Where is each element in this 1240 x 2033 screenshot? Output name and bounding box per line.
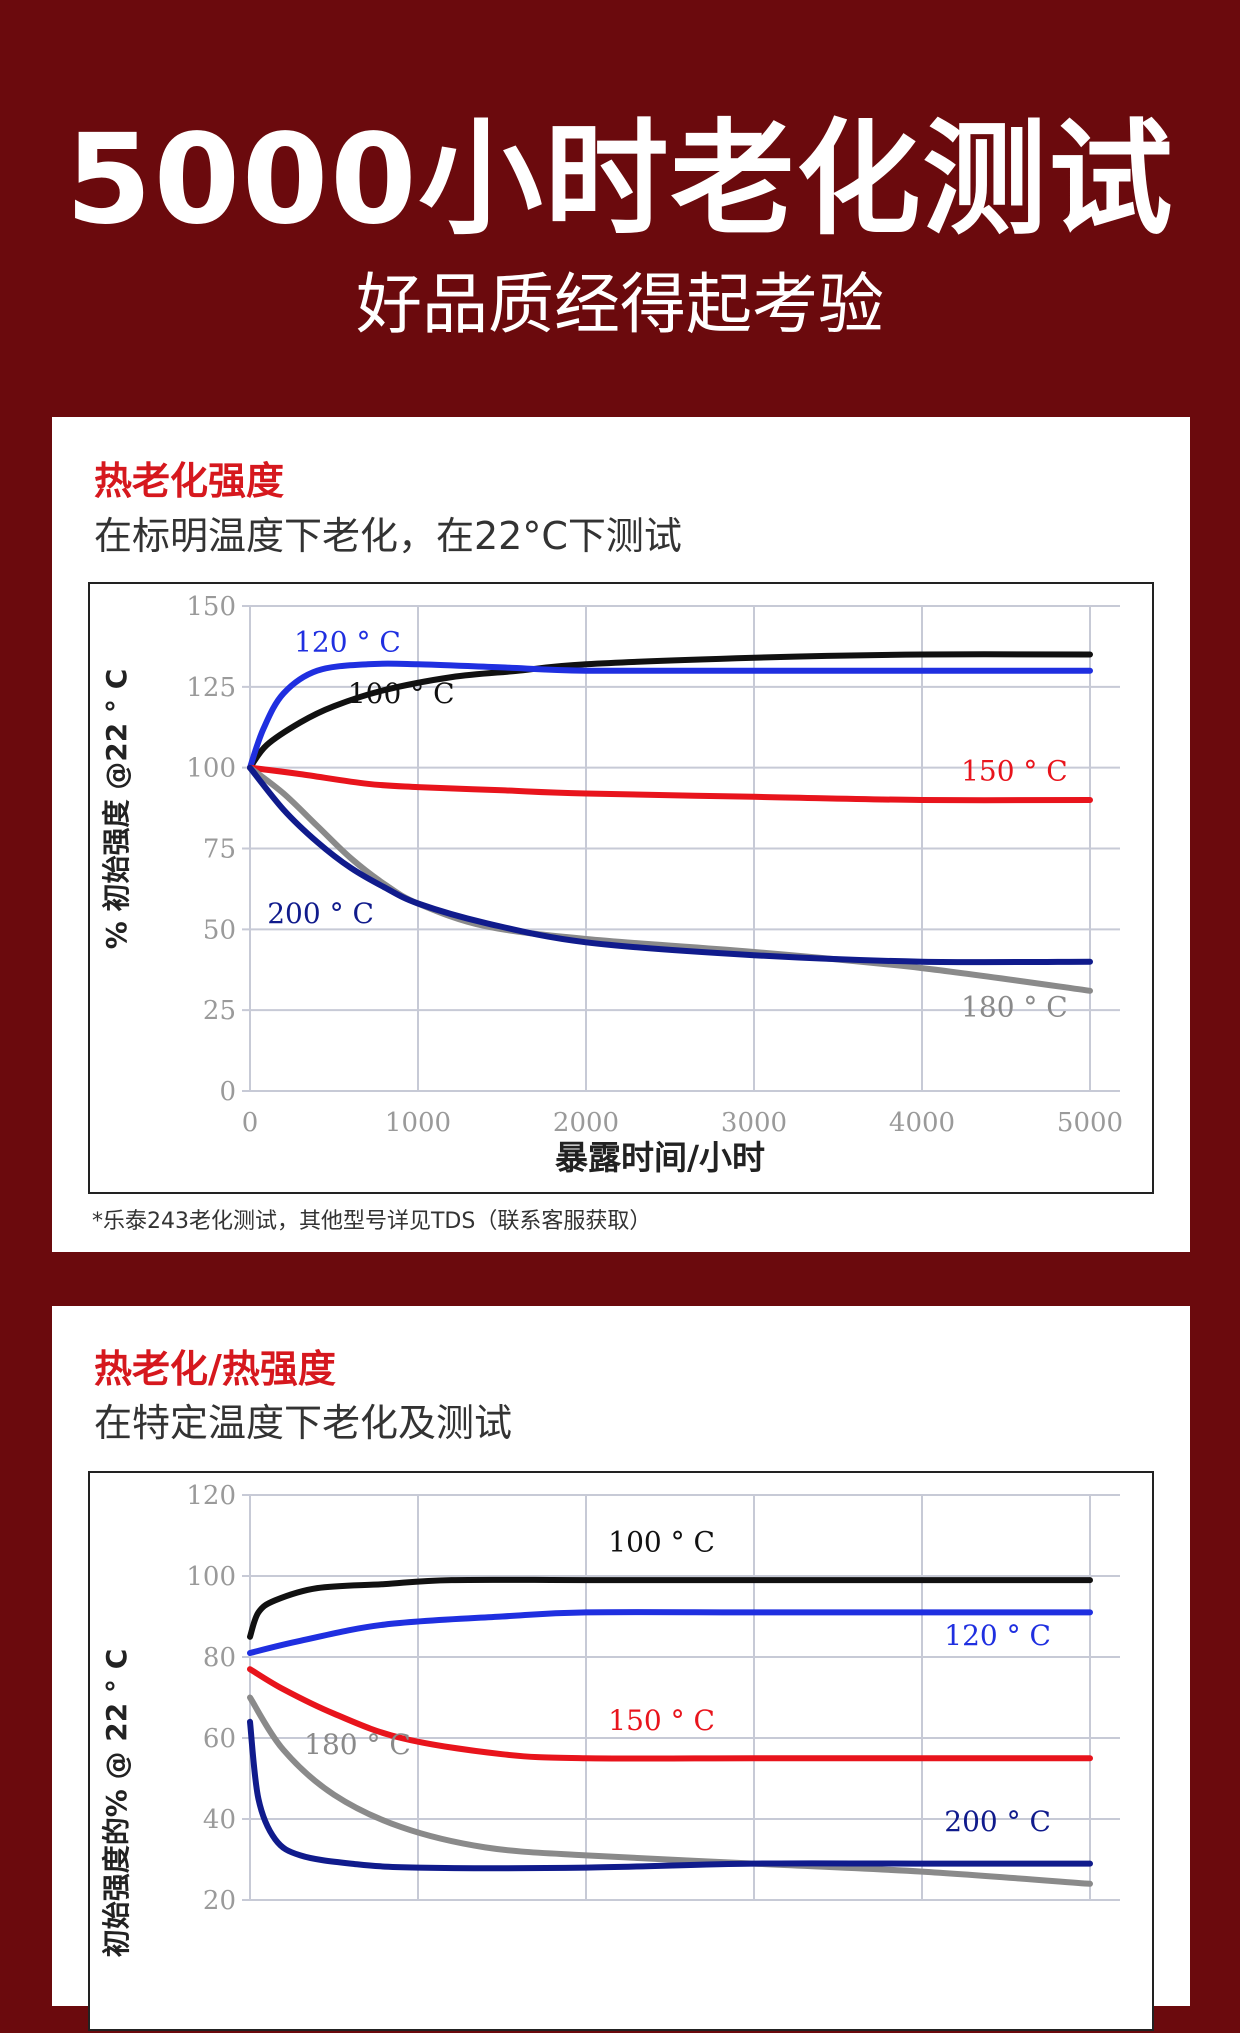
y-tick-label: 40: [203, 1805, 236, 1835]
series-label: 150 ° C: [961, 755, 1068, 788]
y-tick-label: 100: [186, 754, 236, 784]
series-label: 200 ° C: [944, 1805, 1051, 1838]
series-line-180c: [247, 1694, 1093, 1887]
chart-card-heat-aging-hot-strength: 热老化/热强度 在特定温度下老化及测试 20 40 60 80 100 120 初始强度的%…: [52, 1306, 1190, 2031]
series-line-100c: [247, 651, 1093, 771]
y-tick-label: 75: [203, 835, 236, 865]
y-tick-label: 150: [186, 592, 236, 622]
series-line-180c: [247, 764, 1093, 994]
series-label: 100 ° C: [608, 1526, 715, 1559]
y-tick-label: 0: [219, 1077, 236, 1107]
series-line-200c: [247, 1718, 1093, 1872]
series-line-200c: [247, 764, 1093, 966]
series-label: 180 ° C: [961, 991, 1068, 1024]
series-line-120c: [247, 660, 1093, 771]
x-tick-label: 5000: [1057, 1108, 1123, 1138]
y-tick-label: 80: [203, 1643, 236, 1673]
aging-strength-chart: 0 25 50 75 100 125 150 0 1000 2000 3000 4000 5000 暴露时…: [100, 592, 1123, 1177]
series-label: 150 ° C: [608, 1704, 715, 1737]
hero-subtitle: 好品质经得起考验: [356, 266, 884, 343]
x-axis-label: 暴露时间/小时: [555, 1138, 765, 1177]
y-tick-label: 20: [203, 1886, 236, 1916]
y-tick-label: 125: [186, 673, 236, 703]
chart-frame: 20 40 60 80 100 120 初始强度的% @ 22 ° C 100 ° C 120 …: [88, 1471, 1154, 2031]
series-label: 120 ° C: [944, 1619, 1051, 1652]
y-tick-label: 100: [186, 1562, 236, 1592]
series-label: 100 ° C: [348, 677, 455, 710]
footnote: *乐泰243老化测试，其他型号详见TDS（联系客服获取）: [92, 1209, 652, 1234]
card-title: 热老化/热强度: [94, 1347, 336, 1391]
x-tick-label: 4000: [889, 1108, 955, 1138]
series-line-120c: [247, 1609, 1093, 1656]
series-label: 180 ° C: [304, 1728, 411, 1761]
y-axis-label: % 初始强度 @22 ° C: [100, 669, 133, 950]
y-axis-label: 初始强度的% @ 22 ° C: [100, 1649, 133, 1958]
x-tick-label: 1000: [385, 1108, 451, 1138]
hero-title: 5000小时老化测试: [65, 108, 1175, 252]
series-line-150c: [247, 764, 1093, 804]
x-tick-label: 3000: [721, 1108, 787, 1138]
y-tick-label: 25: [203, 996, 236, 1026]
card-title: 热老化强度: [94, 459, 285, 503]
chart-frame: 0 25 50 75 100 125 150 0 1000 2000 3000 4000 5000 暴露时…: [88, 582, 1154, 1194]
y-tick-label: 50: [203, 915, 236, 945]
hot-strength-chart: 20 40 60 80 100 120 初始强度的% @ 22 ° C 100 ° C 120 …: [100, 1481, 1120, 1958]
x-tick-label: 0: [242, 1108, 259, 1138]
series-line-150c: [247, 1666, 1093, 1762]
y-tick-label: 60: [203, 1724, 236, 1754]
y-tick-label: 120: [186, 1481, 236, 1511]
x-tick-label: 2000: [553, 1108, 619, 1138]
series-label: 120 ° C: [294, 625, 401, 658]
chart-card-heat-aging-strength: 热老化强度 在标明温度下老化，在22°C下测试 0 25 50 75 100 125 150…: [52, 417, 1190, 1252]
series-label: 200 ° C: [267, 897, 374, 930]
series-line-100c: [247, 1576, 1093, 1640]
card-description: 在标明温度下老化，在22°C下测试: [94, 514, 682, 558]
card-description: 在特定温度下老化及测试: [94, 1401, 513, 1445]
